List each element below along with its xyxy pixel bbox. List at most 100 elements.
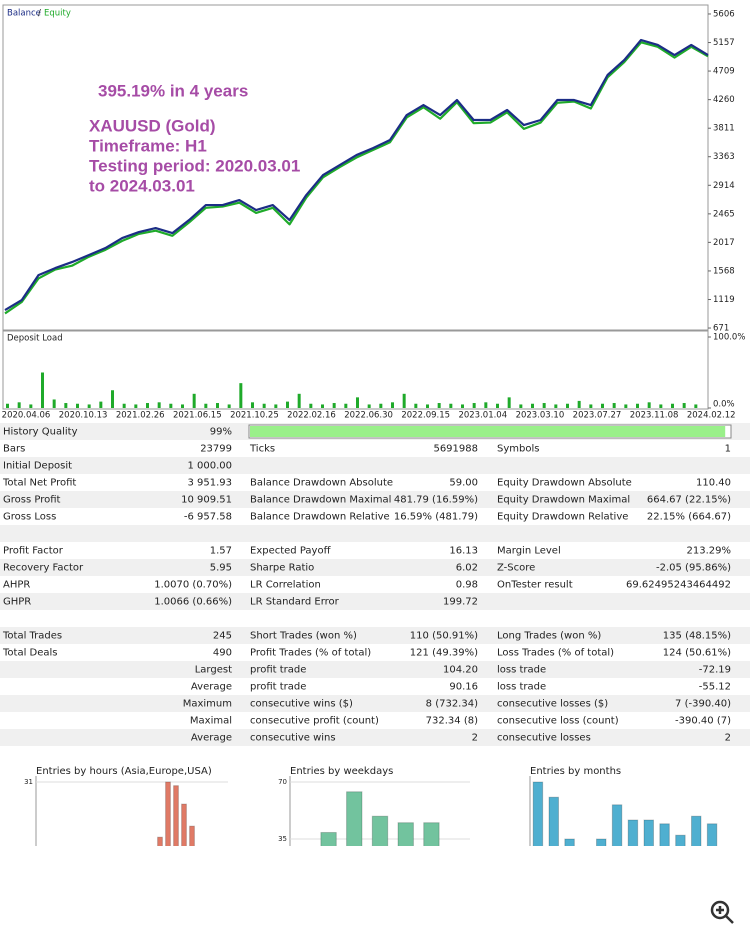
- cell-value: 104.20: [443, 665, 478, 676]
- x-tick-label: 2023.01.04: [458, 411, 507, 421]
- load-bar: [356, 397, 359, 408]
- load-bar: [297, 393, 301, 408]
- x-tick-label: 2022.09.15: [401, 411, 450, 421]
- histogram-bar: [86, 852, 91, 896]
- load-bar: [449, 403, 453, 408]
- y-tick-label: 2017: [713, 238, 735, 248]
- load-bar: [111, 390, 114, 408]
- row-bg: [0, 491, 750, 508]
- cell-label: Bars: [3, 444, 25, 455]
- histogram-bar: [691, 815, 702, 846]
- load-bar: [52, 399, 56, 408]
- load-bar: [636, 403, 639, 408]
- load-bar: [531, 403, 534, 408]
- legend-balance: Balance: [7, 9, 41, 19]
- histogram-bar: [165, 781, 171, 846]
- histogram-bar: [126, 852, 131, 896]
- load-bar: [589, 404, 593, 408]
- row-bg: [0, 525, 750, 542]
- y-tick-label: 2914: [713, 181, 735, 191]
- histogram-bar: [102, 859, 107, 896]
- load-bar: [6, 403, 9, 408]
- histogram-bar: [222, 867, 227, 896]
- load-bar: [99, 401, 103, 408]
- cell-value: 245: [213, 631, 232, 642]
- x-tick-label: 2023.07.27: [573, 411, 622, 421]
- cell-value: 110 (50.91%): [410, 631, 478, 642]
- legend-equity: Equity: [44, 9, 71, 19]
- cell-label: GHPR: [3, 597, 31, 608]
- cell-label: Balance Drawdown Maximal: [250, 495, 391, 506]
- histogram-title: Entries by weekdays: [290, 766, 393, 777]
- cell-label: loss trade: [497, 682, 546, 693]
- histogram-bar: [371, 815, 389, 846]
- cell-value: 110.40: [696, 478, 731, 489]
- load-bar: [437, 403, 441, 408]
- load-bar: [682, 403, 686, 408]
- y-tick-label: 35: [278, 835, 287, 843]
- cell-label: Total Net Profit: [2, 478, 76, 489]
- cell-value: 1: [725, 444, 731, 455]
- series-line: [4, 41, 709, 315]
- cell-value: -72.19: [699, 665, 731, 676]
- cell-label: Equity Drawdown Absolute: [497, 478, 632, 489]
- cell-label: Expected Payoff: [250, 546, 332, 557]
- quality-bar: [250, 426, 726, 437]
- cell-value: 1.57: [210, 546, 232, 557]
- load-bar: [134, 404, 138, 408]
- histogram-bar: [110, 852, 115, 896]
- cell-value: 16.13: [449, 546, 478, 557]
- histogram-bar: [189, 825, 195, 846]
- histogram-bar: [134, 848, 139, 896]
- cell-label: LR Correlation: [250, 580, 321, 591]
- load-bar: [519, 404, 523, 408]
- cell-value: -2.05 (95.86%): [656, 563, 731, 574]
- histogram-bar: [70, 859, 75, 896]
- cell-label: Profit Trades (% of total): [250, 648, 371, 659]
- x-tick-label: 2023.11.08: [630, 411, 679, 421]
- histogram-bar: [157, 836, 163, 846]
- load-bar: [344, 403, 348, 408]
- histogram-bar: [78, 856, 83, 896]
- cell-value: 213.29%: [687, 546, 732, 557]
- x-tick-label: 2022.06.30: [344, 411, 393, 421]
- load-bar: [601, 403, 604, 408]
- cell-value: 5.95: [210, 563, 232, 574]
- y-tick-label: 1568: [713, 266, 735, 276]
- cell-value: 124 (50.61%): [663, 648, 731, 659]
- histogram-bar: [320, 831, 337, 846]
- y-tick-label: 3811: [713, 124, 735, 134]
- histogram-bar: [532, 781, 544, 846]
- load-bar: [192, 393, 196, 408]
- cell-value: 135 (48.15%): [663, 631, 731, 642]
- load-bar: [391, 402, 394, 408]
- zoom-icon[interactable]: [710, 900, 734, 924]
- cell-value: Average: [191, 682, 232, 693]
- load-bar: [566, 403, 569, 408]
- load-bar: [694, 404, 698, 408]
- row-bg: [0, 729, 750, 746]
- y-tick-label: 4709: [713, 67, 735, 77]
- histogram-bar: [397, 822, 414, 846]
- histogram-bar: [206, 859, 211, 896]
- cell-value: 16.59% (481.79): [394, 512, 478, 523]
- histogram-bar: [659, 823, 670, 846]
- load-bar: [659, 404, 663, 408]
- cell-value: 199.72: [443, 597, 478, 608]
- histogram-bar: [675, 834, 686, 846]
- load-bar: [309, 403, 313, 408]
- cell-value: 2: [725, 733, 731, 744]
- y-tick-label: 671: [713, 324, 729, 334]
- y-tick-label: 100.0%: [713, 333, 745, 343]
- cell-value: 5691988: [433, 444, 478, 455]
- y-tick-label: 5606: [713, 9, 735, 19]
- y-tick-label: 5157: [713, 38, 735, 48]
- histogram-bar: [611, 804, 623, 846]
- histogram-bar: [46, 867, 51, 896]
- cell-label: consecutive loss (count): [497, 716, 619, 727]
- cell-label: Equity Drawdown Maximal: [497, 495, 630, 506]
- x-tick-label: 2022.02.16: [287, 411, 336, 421]
- cell-label: Long Trades (won %): [497, 631, 601, 642]
- cell-value: 1.0070 (0.70%): [154, 580, 232, 591]
